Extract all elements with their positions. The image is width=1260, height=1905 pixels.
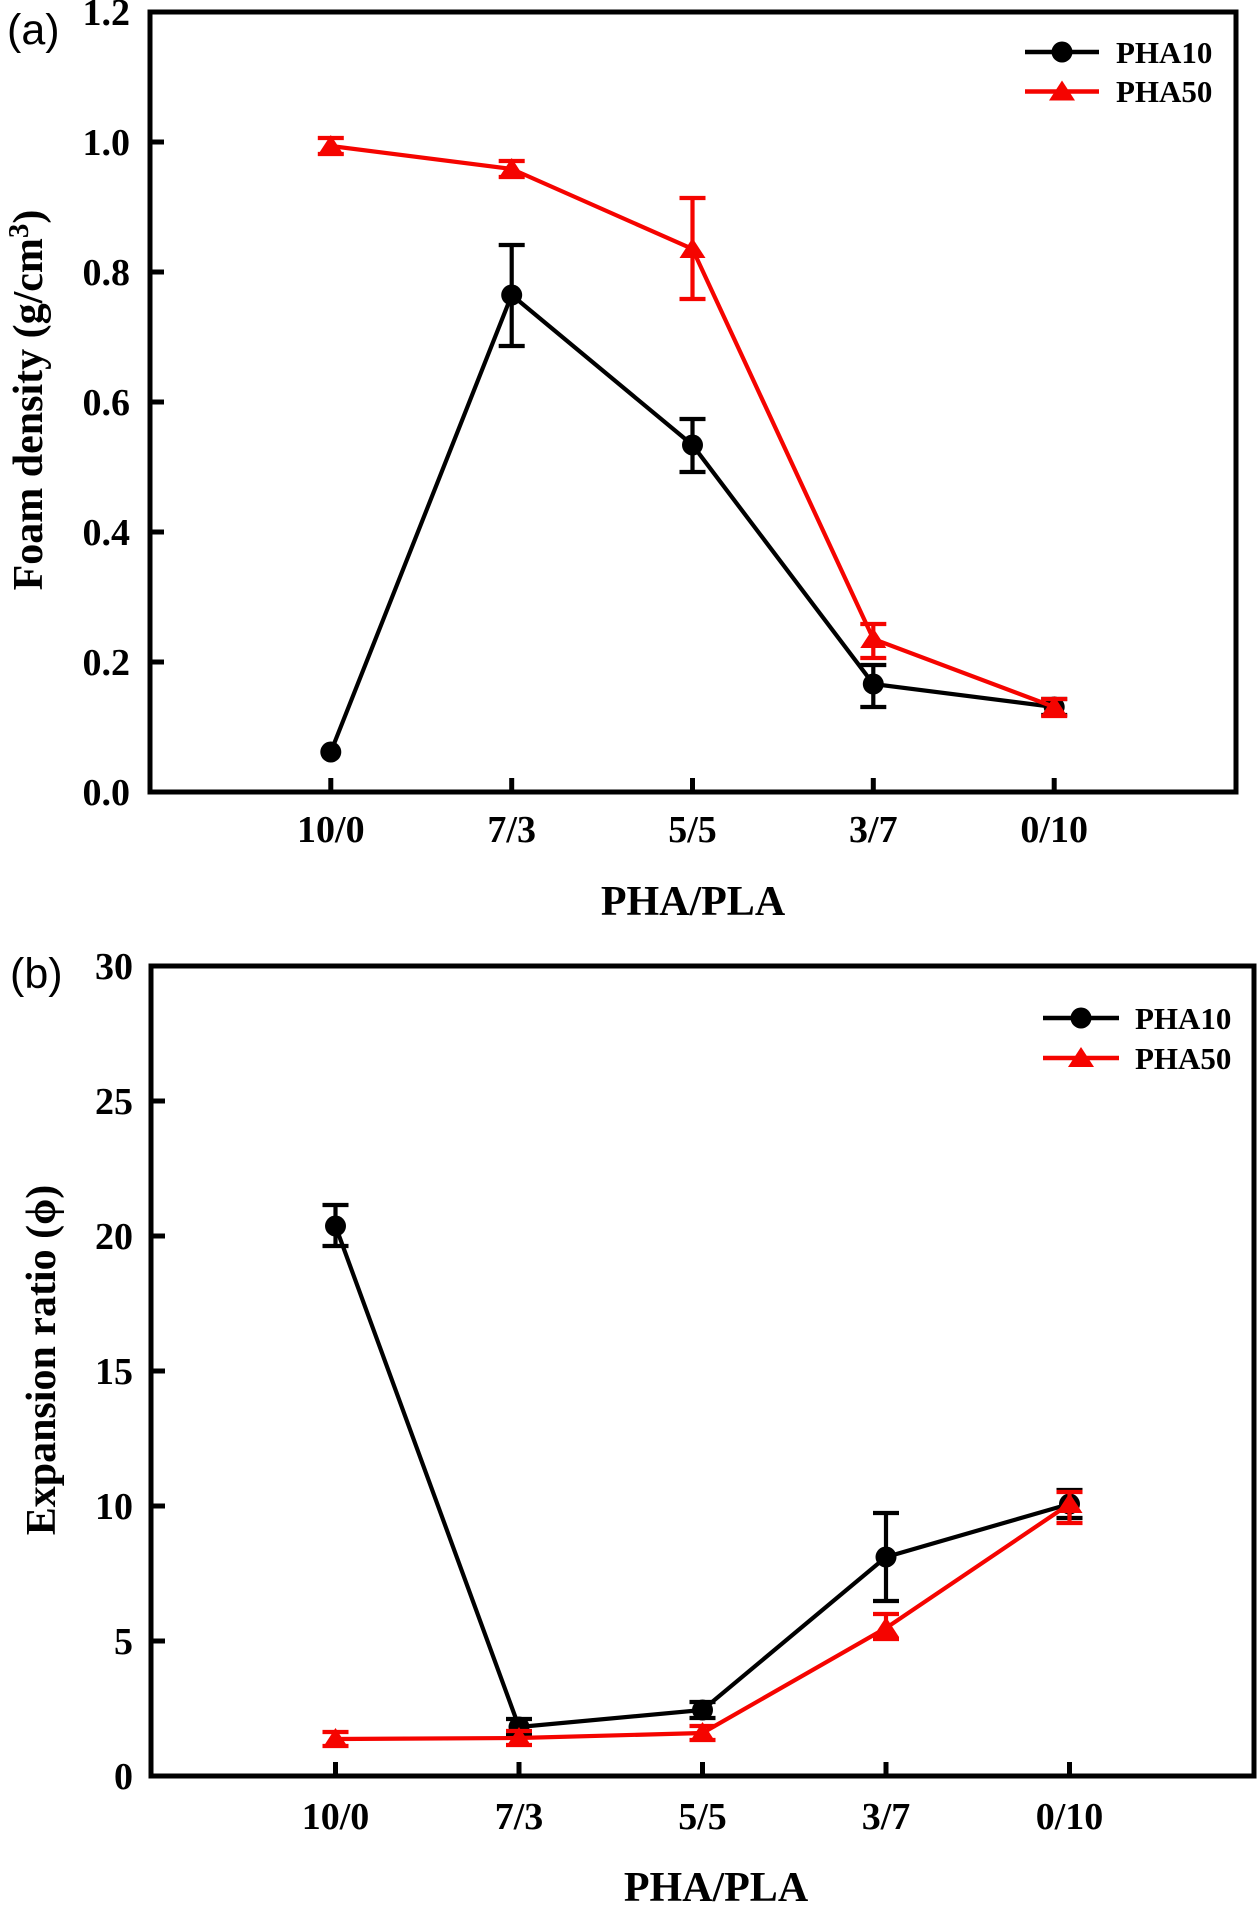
svg-text:PHA50: PHA50 [1135, 1041, 1231, 1076]
svg-text:7/3: 7/3 [495, 1796, 544, 1838]
svg-text:10/0: 10/0 [302, 1796, 370, 1838]
svg-text:PHA50: PHA50 [1116, 74, 1212, 109]
svg-text:Foam density (g/cm3): Foam density (g/cm3) [3, 210, 52, 591]
svg-text:PHA/PLA: PHA/PLA [624, 1865, 809, 1905]
svg-text:3/7: 3/7 [862, 1796, 911, 1838]
svg-text:0.6: 0.6 [83, 382, 131, 424]
svg-text:25: 25 [95, 1081, 133, 1123]
svg-text:10: 10 [95, 1486, 133, 1528]
svg-text:5/5: 5/5 [678, 1796, 727, 1838]
svg-text:0.2: 0.2 [83, 642, 131, 684]
svg-text:0: 0 [114, 1756, 133, 1798]
svg-text:5: 5 [114, 1621, 133, 1663]
svg-text:(a): (a) [7, 6, 60, 54]
svg-text:0/10: 0/10 [1036, 1796, 1104, 1838]
svg-text:0.8: 0.8 [83, 252, 131, 294]
svg-text:1.0: 1.0 [83, 122, 131, 164]
svg-text:20: 20 [95, 1216, 133, 1258]
svg-text:15: 15 [95, 1351, 133, 1393]
svg-text:30: 30 [95, 946, 133, 988]
svg-text:7/3: 7/3 [487, 809, 536, 851]
svg-text:1.2: 1.2 [83, 0, 131, 34]
svg-text:10/0: 10/0 [297, 809, 365, 851]
svg-text:0.0: 0.0 [83, 772, 131, 814]
svg-text:PHA/PLA: PHA/PLA [601, 879, 786, 925]
svg-text:PHA10: PHA10 [1116, 35, 1212, 70]
svg-text:(b): (b) [10, 950, 63, 998]
svg-text:0.4: 0.4 [83, 512, 131, 554]
svg-text:PHA10: PHA10 [1135, 1001, 1231, 1036]
svg-text:5/5: 5/5 [668, 809, 717, 851]
svg-text:0/10: 0/10 [1020, 809, 1088, 851]
svg-text:3/7: 3/7 [849, 809, 898, 851]
svg-text:Expansion ratio (ϕ): Expansion ratio (ϕ) [19, 1185, 65, 1536]
